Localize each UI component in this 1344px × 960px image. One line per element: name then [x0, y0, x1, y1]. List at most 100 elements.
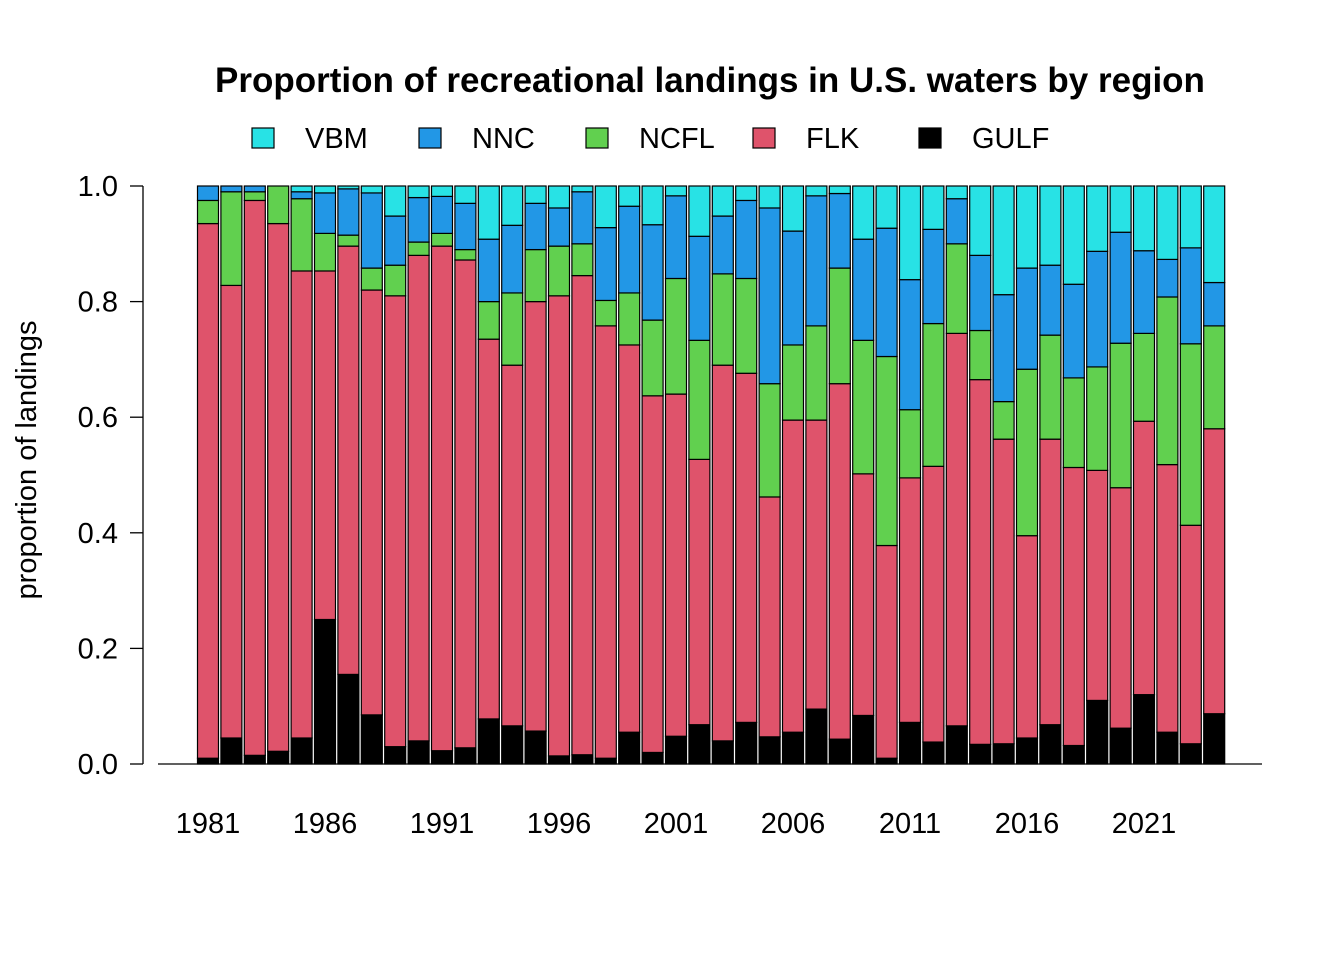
x-tick-label: 1981: [176, 808, 241, 840]
bar-segment-nnc: [1015, 267, 1039, 370]
bar-segment-vbm: [618, 185, 641, 207]
bar-segment-flk: [735, 372, 758, 723]
bar-1991: [430, 185, 454, 765]
bar-segment-vbm: [1109, 185, 1132, 233]
bar-segment-ncfl: [828, 267, 851, 385]
bar-1982: [220, 185, 243, 765]
bar-1983: [243, 185, 266, 765]
bar-segment-nnc: [898, 279, 922, 411]
bar-segment-flk: [477, 338, 500, 720]
bar-segment-gulf: [898, 721, 922, 765]
bar-segment-flk: [571, 274, 594, 756]
legend-swatch-vbm: [251, 127, 275, 149]
bar-segment-gulf: [571, 754, 594, 765]
bar-segment-nnc: [290, 191, 313, 200]
bar-segment-vbm: [430, 185, 454, 198]
bar-segment-nnc: [969, 254, 992, 332]
bar-segment-vbm: [735, 185, 758, 202]
bar-segment-ncfl: [571, 243, 594, 277]
bar-segment-flk: [384, 295, 407, 748]
x-tick-label: 2001: [644, 808, 709, 840]
bar-segment-ncfl: [852, 339, 875, 475]
bar-segment-vbm: [828, 185, 851, 195]
bar-segment-vbm: [477, 185, 500, 240]
bar-segment-nnc: [1156, 258, 1179, 298]
bar-1995: [524, 185, 547, 765]
bar-segment-vbm: [313, 185, 337, 194]
bar-segment-gulf: [828, 738, 851, 765]
bar-segment-nnc: [430, 195, 454, 234]
legend-label-flk: FLK: [806, 123, 860, 155]
bar-segment-gulf: [1039, 724, 1062, 765]
bar-segment-nnc: [196, 185, 220, 202]
bar-2014: [969, 185, 992, 765]
bar-segment-flk: [243, 199, 266, 756]
bar-segment-gulf: [1086, 699, 1109, 765]
bar-2012: [922, 185, 945, 765]
bar-segment-gulf: [922, 741, 945, 765]
bar-segment-vbm: [1039, 185, 1062, 266]
bar-segment-gulf: [1015, 737, 1039, 765]
x-tick-label: 2011: [879, 808, 941, 840]
bar-1988: [360, 185, 383, 765]
legend-label-nnc: NNC: [472, 123, 535, 155]
bar-segment-vbm: [875, 185, 898, 229]
bar-segment-ncfl: [594, 299, 617, 327]
bar-segment-ncfl: [243, 191, 266, 202]
bar-segment-ncfl: [898, 409, 922, 479]
bar-segment-gulf: [875, 757, 898, 765]
bar-2006: [781, 185, 805, 765]
bar-segment-vbm: [1203, 185, 1226, 284]
bar-segment-vbm: [524, 185, 547, 204]
bar-segment-vbm: [1086, 185, 1109, 252]
bar-2011: [898, 185, 922, 765]
y-tick-label: 1.0: [78, 171, 118, 203]
bar-segment-vbm: [407, 185, 430, 199]
bar-segment-gulf: [618, 731, 641, 765]
bar-1987: [337, 185, 360, 765]
bar-segment-gulf: [781, 731, 805, 765]
bar-segment-flk: [1039, 438, 1062, 726]
bar-1994: [501, 185, 524, 765]
bar-segment-ncfl: [477, 301, 500, 340]
bar-segment-nnc: [360, 192, 383, 269]
bar-segment-gulf: [735, 721, 758, 765]
bar-segment-gulf: [360, 714, 383, 765]
bar-segment-vbm: [664, 185, 688, 197]
bar-segment-nnc: [828, 192, 851, 269]
bar-segment-nnc: [313, 192, 337, 234]
bar-segment-gulf: [337, 673, 360, 765]
bar-segment-flk: [196, 222, 220, 759]
bar-segment-ncfl: [1039, 334, 1062, 440]
bar-segment-flk: [1132, 420, 1156, 696]
bar-segment-ncfl: [1086, 366, 1109, 471]
bar-segment-flk: [430, 245, 454, 752]
bar-segment-gulf: [1156, 731, 1179, 765]
bar-segment-ncfl: [1156, 296, 1179, 466]
bar-segment-flk: [360, 289, 383, 716]
bar-segment-ncfl: [1109, 342, 1132, 489]
bar-segment-vbm: [1156, 185, 1179, 261]
bar-segment-ncfl: [384, 264, 407, 297]
bar-segment-nnc: [454, 202, 477, 251]
bar-segment-vbm: [547, 185, 571, 209]
bar-segment-flk: [1156, 463, 1179, 733]
bar-segment-vbm: [992, 185, 1015, 296]
bar-segment-gulf: [196, 757, 220, 765]
bar-segment-gulf: [852, 714, 875, 765]
bar-segment-nnc: [477, 238, 500, 303]
bar-segment-nnc: [524, 202, 547, 251]
bar-1981: [196, 185, 220, 765]
bar-segment-nnc: [243, 185, 266, 193]
bar-segment-ncfl: [711, 273, 734, 366]
bar-segment-nnc: [571, 191, 594, 245]
bar-2013: [945, 185, 968, 765]
bar-segment-flk: [547, 295, 571, 757]
bar-2008: [828, 185, 851, 765]
bar-segment-flk: [641, 395, 664, 754]
bar-segment-flk: [1109, 487, 1132, 729]
bar-segment-vbm: [1015, 185, 1039, 269]
bar-2004: [735, 185, 758, 765]
y-axis-label: proportion of landings: [11, 321, 43, 600]
